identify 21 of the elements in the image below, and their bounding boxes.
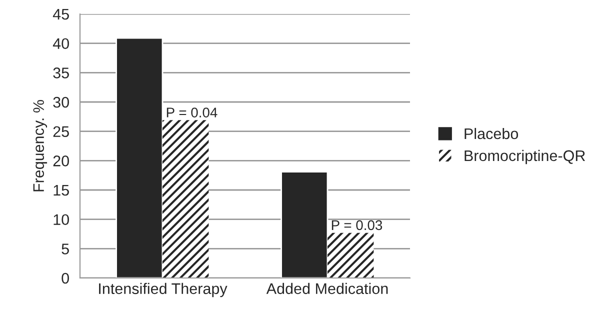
annotation: P = 0.03 xyxy=(332,220,382,230)
legend-label: Bromocriptine-QR xyxy=(464,150,586,164)
y-tick-label: 5 xyxy=(62,244,69,254)
y-tick-label: 20 xyxy=(53,156,69,166)
y-tick-label: 0 xyxy=(62,272,69,284)
bar xyxy=(280,171,328,278)
x-tick-label: Intensified Therapy xyxy=(99,282,228,298)
x-tick-label: Added Medication xyxy=(266,282,388,294)
y-tick-label: 15 xyxy=(54,185,69,196)
y-tick-label: 35 xyxy=(53,68,69,78)
y-axis-title: Frequency. % xyxy=(33,100,48,192)
bar xyxy=(116,37,164,278)
y-tick-label: 10 xyxy=(54,214,69,226)
y-tick-label: 30 xyxy=(53,96,69,108)
y-tick-label: 45 xyxy=(52,9,69,20)
bar xyxy=(328,232,374,278)
y-tick-label: 40 xyxy=(52,38,69,50)
annotation: P = 0.04 xyxy=(166,108,218,118)
bar xyxy=(162,120,209,278)
y-tick-label: 25 xyxy=(53,126,69,138)
legend-label: Placebo xyxy=(464,128,518,140)
